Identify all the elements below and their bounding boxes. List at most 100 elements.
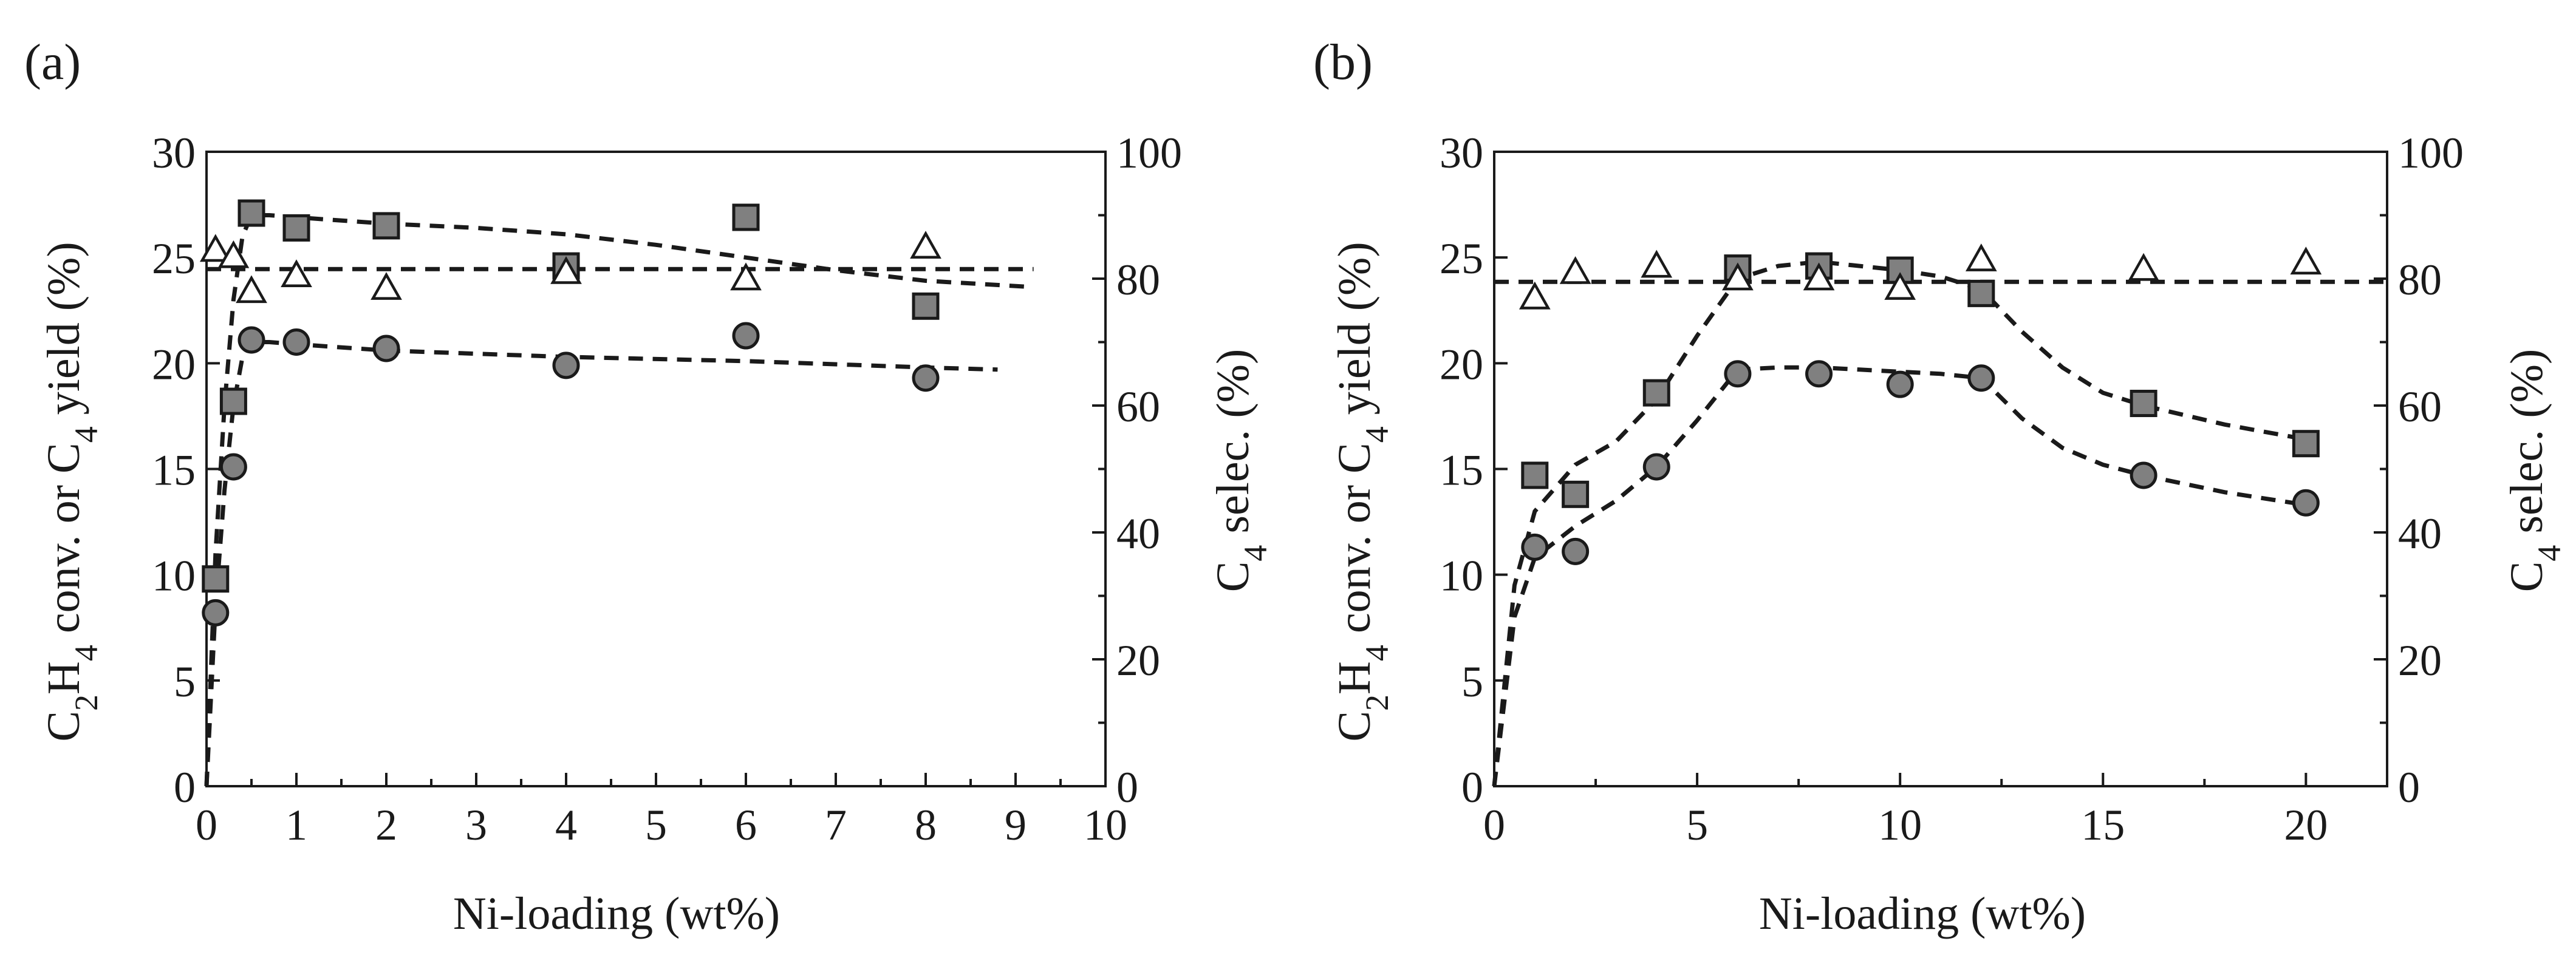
fit-curve-a-1	[204, 340, 998, 787]
x-tick-label-b: 5	[1686, 801, 1708, 849]
y-left-tick-label-b: 15	[1440, 446, 1483, 495]
marker-triangle-b	[1519, 281, 1551, 310]
y-right-tick-label-b: 100	[2398, 129, 2464, 177]
marker-circle-a	[372, 335, 400, 362]
marker-square-b	[1521, 461, 1549, 489]
y-axis-right-label-b: C4 selec. (%)	[2501, 349, 2567, 593]
x-tick-label-b: 10	[1878, 801, 1922, 849]
fit-curve-b-0	[1492, 259, 2307, 787]
y-right-tick-label-a: 0	[1116, 763, 1138, 812]
y-left-tick-label-b: 25	[1440, 234, 1483, 283]
y-right-tick-label-b: 80	[2398, 256, 2442, 304]
x-tick-label-a: 5	[645, 801, 667, 849]
marker-triangle-b	[2128, 253, 2159, 281]
marker-circle-a	[237, 326, 265, 354]
marker-circle-a	[552, 352, 580, 379]
y-right-tick-label-a: 100	[1116, 129, 1182, 177]
marker-square-b	[2130, 390, 2157, 418]
x-tick-label-a: 8	[915, 801, 937, 849]
y-left-tick-label-b: 10	[1440, 552, 1483, 600]
x-tick-label-b: 20	[2284, 801, 2328, 849]
marker-triangle-b	[1803, 262, 1835, 291]
marker-square-b	[1642, 379, 1670, 407]
y-left-tick-label-a: 30	[152, 129, 196, 177]
x-tick-label-a: 6	[735, 801, 757, 849]
x-tick-label-a: 4	[555, 801, 577, 849]
marker-triangle-a	[550, 256, 582, 284]
y-left-tick-label-b: 5	[1461, 657, 1483, 706]
marker-square-a	[219, 387, 247, 415]
x-tick-label-a: 7	[825, 801, 847, 849]
x-tick-label-a: 10	[1084, 801, 1127, 849]
marker-triangle-a	[910, 231, 941, 259]
y-left-tick-label-a: 0	[174, 763, 196, 812]
y-axis-left-label-a: C2H4 conv. or C4 yield (%)	[38, 242, 104, 741]
y-right-tick-label-a: 40	[1116, 509, 1160, 558]
panel-label-a: (a)	[24, 34, 81, 90]
y-left-tick-label-a: 10	[152, 552, 196, 600]
marker-triangle-b	[1965, 243, 1997, 271]
marker-triangle-a	[281, 259, 312, 288]
marker-square-b	[2292, 430, 2320, 458]
x-tick-label-a: 1	[285, 801, 307, 849]
x-tick-label-b: 15	[2081, 801, 2125, 849]
x-tick-label-a: 9	[1005, 801, 1027, 849]
marker-circle-b	[2130, 461, 2157, 489]
y-right-tick-label-a: 20	[1116, 636, 1160, 685]
marker-square-a	[282, 214, 310, 242]
fit-curve-a-0	[204, 213, 1034, 787]
marker-circle-b	[1805, 360, 1833, 388]
marker-circle-b	[1967, 364, 1995, 392]
marker-circle-a	[219, 453, 247, 481]
marker-square-a	[732, 203, 760, 231]
marker-square-b	[1967, 279, 1995, 307]
marker-triangle-a	[236, 275, 267, 304]
marker-circle-b	[1642, 453, 1670, 481]
marker-triangle-b	[1641, 250, 1673, 278]
marker-circle-b	[1724, 360, 1752, 388]
y-left-tick-label-a: 25	[152, 234, 196, 283]
marker-square-a	[912, 292, 940, 320]
x-axis-label-a: Ni-loading (wt%)	[453, 888, 780, 939]
marker-triangle-b	[2290, 246, 2322, 275]
marker-triangle-a	[199, 234, 231, 262]
panel-a: (a) Ni-loading (wt%) C2H4 conv. or C4 yi…	[24, 34, 1274, 939]
marker-circle-a	[202, 599, 230, 627]
panel-label-b: (b)	[1313, 34, 1373, 90]
marker-square-a	[237, 199, 265, 227]
marker-triangle-b	[1884, 272, 1916, 300]
y-left-tick-label-a: 15	[152, 446, 196, 495]
x-axis-label-b: Ni-loading (wt%)	[1759, 888, 2086, 939]
marker-square-a	[202, 565, 230, 593]
y-right-tick-label-a: 60	[1116, 382, 1160, 431]
marker-circle-b	[1886, 370, 1914, 398]
x-tick-label-b: 0	[1483, 801, 1505, 849]
y-right-tick-label-b: 40	[2398, 509, 2442, 558]
y-left-tick-label-a: 5	[174, 657, 196, 706]
x-tick-label-a: 3	[465, 801, 487, 849]
marker-triangle-a	[730, 262, 762, 291]
marker-circle-a	[732, 322, 760, 350]
y-axis-left-label-b: C2H4 conv. or C4 yield (%)	[1329, 242, 1395, 741]
y-right-tick-label-a: 80	[1116, 256, 1160, 304]
marker-triangle-b	[1559, 256, 1591, 284]
x-tick-label-a: 2	[375, 801, 397, 849]
marker-square-b	[1562, 480, 1590, 508]
x-tick-label-a: 0	[196, 801, 217, 849]
y-axis-right-label-a: C4 selec. (%)	[1208, 349, 1274, 593]
marker-square-a	[372, 212, 400, 240]
y-left-tick-label-b: 30	[1440, 129, 1483, 177]
y-left-tick-label-b: 0	[1461, 763, 1483, 812]
panel-b: (b) Ni-loading (wt%) C2H4 conv. or C4 yi…	[1313, 34, 2567, 939]
marker-circle-b	[1562, 537, 1590, 565]
marker-circle-a	[912, 364, 940, 392]
marker-triangle-a	[217, 240, 250, 268]
y-left-tick-label-a: 20	[152, 340, 196, 389]
marker-circle-a	[282, 328, 310, 356]
marker-circle-b	[1521, 533, 1549, 561]
plot-frame-b	[1493, 151, 2388, 787]
marker-triangle-a	[371, 272, 402, 300]
y-right-tick-label-b: 20	[2398, 636, 2442, 685]
marker-circle-b	[2292, 489, 2320, 517]
